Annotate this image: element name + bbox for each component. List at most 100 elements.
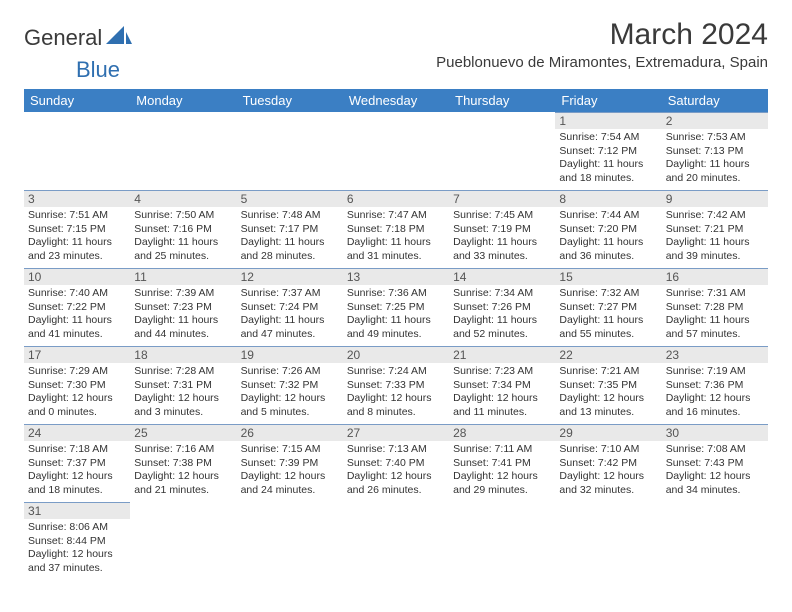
day-data-line: Sunrise: 7:44 AM [559, 209, 657, 223]
day-header-row: SundayMondayTuesdayWednesdayThursdayFrid… [24, 89, 768, 112]
calendar-cell [130, 502, 236, 580]
day-data-line: and 37 minutes. [28, 562, 126, 576]
day-data-line: Daylight: 11 hours [28, 314, 126, 328]
month-title: March 2024 [436, 18, 768, 52]
day-number: 18 [130, 346, 236, 363]
day-data-line: Sunrise: 7:34 AM [453, 287, 551, 301]
day-data-line: Sunset: 7:22 PM [28, 301, 126, 315]
day-data-line: Daylight: 12 hours [134, 392, 232, 406]
day-data-line: Sunrise: 7:23 AM [453, 365, 551, 379]
brand-part2: Blue [76, 57, 120, 82]
day-data: Sunrise: 7:40 AMSunset: 7:22 PMDaylight:… [24, 285, 130, 346]
day-data: Sunrise: 7:24 AMSunset: 7:33 PMDaylight:… [343, 363, 449, 424]
day-data-line: Sunrise: 7:45 AM [453, 209, 551, 223]
day-data: Sunrise: 7:45 AMSunset: 7:19 PMDaylight:… [449, 207, 555, 268]
day-data-line: and 11 minutes. [453, 406, 551, 420]
day-data-line: Daylight: 12 hours [666, 392, 764, 406]
day-data-line: Sunset: 7:13 PM [666, 145, 764, 159]
day-data-line: Sunset: 8:44 PM [28, 535, 126, 549]
day-data-line: and 41 minutes. [28, 328, 126, 342]
day-data-line: and 29 minutes. [453, 484, 551, 498]
day-number: 13 [343, 268, 449, 285]
day-data-line: Sunset: 7:20 PM [559, 223, 657, 237]
day-data-line: Sunset: 7:19 PM [453, 223, 551, 237]
day-data: Sunrise: 7:21 AMSunset: 7:35 PMDaylight:… [555, 363, 661, 424]
day-data-line: Sunset: 7:31 PM [134, 379, 232, 393]
calendar-cell: 14Sunrise: 7:34 AMSunset: 7:26 PMDayligh… [449, 268, 555, 346]
day-number: 24 [24, 424, 130, 441]
day-data-line: and 36 minutes. [559, 250, 657, 264]
day-number: 16 [662, 268, 768, 285]
day-data-line: and 18 minutes. [559, 172, 657, 186]
day-data-line: and 8 minutes. [347, 406, 445, 420]
day-number: 4 [130, 190, 236, 207]
day-data-line: Sunrise: 7:21 AM [559, 365, 657, 379]
day-data: Sunrise: 7:44 AMSunset: 7:20 PMDaylight:… [555, 207, 661, 268]
day-data-line: Sunrise: 7:37 AM [241, 287, 339, 301]
day-number: 14 [449, 268, 555, 285]
day-data-line: Daylight: 11 hours [666, 158, 764, 172]
calendar-cell: 25Sunrise: 7:16 AMSunset: 7:38 PMDayligh… [130, 424, 236, 502]
day-number: 1 [555, 112, 661, 129]
day-data-line: and 13 minutes. [559, 406, 657, 420]
day-data-line: Sunset: 7:27 PM [559, 301, 657, 315]
day-data-line: Sunrise: 7:51 AM [28, 209, 126, 223]
day-number: 31 [24, 502, 130, 519]
day-header: Friday [555, 89, 661, 112]
calendar-cell: 12Sunrise: 7:37 AMSunset: 7:24 PMDayligh… [237, 268, 343, 346]
calendar-cell: 22Sunrise: 7:21 AMSunset: 7:35 PMDayligh… [555, 346, 661, 424]
day-data: Sunrise: 7:54 AMSunset: 7:12 PMDaylight:… [555, 129, 661, 190]
calendar-cell [662, 502, 768, 580]
calendar-cell: 21Sunrise: 7:23 AMSunset: 7:34 PMDayligh… [449, 346, 555, 424]
calendar-table: SundayMondayTuesdayWednesdayThursdayFrid… [24, 89, 768, 580]
day-number: 8 [555, 190, 661, 207]
calendar-cell: 10Sunrise: 7:40 AMSunset: 7:22 PMDayligh… [24, 268, 130, 346]
calendar-cell: 9Sunrise: 7:42 AMSunset: 7:21 PMDaylight… [662, 190, 768, 268]
day-data-line: and 31 minutes. [347, 250, 445, 264]
day-data-line: Sunset: 7:38 PM [134, 457, 232, 471]
day-data-line: and 57 minutes. [666, 328, 764, 342]
calendar-cell [343, 112, 449, 190]
day-data-line: and 23 minutes. [28, 250, 126, 264]
day-number: 6 [343, 190, 449, 207]
brand-part1: General [24, 25, 102, 51]
day-data: Sunrise: 7:13 AMSunset: 7:40 PMDaylight:… [343, 441, 449, 502]
day-data: Sunrise: 7:16 AMSunset: 7:38 PMDaylight:… [130, 441, 236, 502]
day-data: Sunrise: 7:51 AMSunset: 7:15 PMDaylight:… [24, 207, 130, 268]
day-data-line: Sunrise: 7:18 AM [28, 443, 126, 457]
day-data-line: Sunset: 7:21 PM [666, 223, 764, 237]
day-number: 29 [555, 424, 661, 441]
day-data-line: Sunrise: 7:54 AM [559, 131, 657, 145]
day-data-line: Sunrise: 7:50 AM [134, 209, 232, 223]
calendar-cell: 19Sunrise: 7:26 AMSunset: 7:32 PMDayligh… [237, 346, 343, 424]
day-number: 28 [449, 424, 555, 441]
day-data: Sunrise: 7:48 AMSunset: 7:17 PMDaylight:… [237, 207, 343, 268]
day-data-line: Sunrise: 7:08 AM [666, 443, 764, 457]
day-number: 26 [237, 424, 343, 441]
day-data-line: Sunset: 7:28 PM [666, 301, 764, 315]
day-data-line: Sunset: 7:18 PM [347, 223, 445, 237]
calendar-cell [449, 112, 555, 190]
day-data-line: Sunset: 7:25 PM [347, 301, 445, 315]
day-number: 25 [130, 424, 236, 441]
day-data-line: and 34 minutes. [666, 484, 764, 498]
calendar-cell: 4Sunrise: 7:50 AMSunset: 7:16 PMDaylight… [130, 190, 236, 268]
day-data-line: Daylight: 12 hours [28, 392, 126, 406]
calendar-cell [24, 112, 130, 190]
day-data-line: Daylight: 11 hours [666, 314, 764, 328]
day-number: 12 [237, 268, 343, 285]
location-text: Pueblonuevo de Miramontes, Extremadura, … [436, 54, 768, 71]
day-number: 9 [662, 190, 768, 207]
day-data-line: Sunrise: 7:13 AM [347, 443, 445, 457]
day-data-line: Daylight: 12 hours [347, 392, 445, 406]
day-data-line: Daylight: 11 hours [241, 236, 339, 250]
day-data-line: and 21 minutes. [134, 484, 232, 498]
calendar-body: 1Sunrise: 7:54 AMSunset: 7:12 PMDaylight… [24, 112, 768, 580]
calendar-cell: 2Sunrise: 7:53 AMSunset: 7:13 PMDaylight… [662, 112, 768, 190]
calendar-cell: 5Sunrise: 7:48 AMSunset: 7:17 PMDaylight… [237, 190, 343, 268]
calendar-cell: 16Sunrise: 7:31 AMSunset: 7:28 PMDayligh… [662, 268, 768, 346]
day-number: 17 [24, 346, 130, 363]
day-data: Sunrise: 7:36 AMSunset: 7:25 PMDaylight:… [343, 285, 449, 346]
day-data: Sunrise: 7:11 AMSunset: 7:41 PMDaylight:… [449, 441, 555, 502]
day-data: Sunrise: 7:39 AMSunset: 7:23 PMDaylight:… [130, 285, 236, 346]
